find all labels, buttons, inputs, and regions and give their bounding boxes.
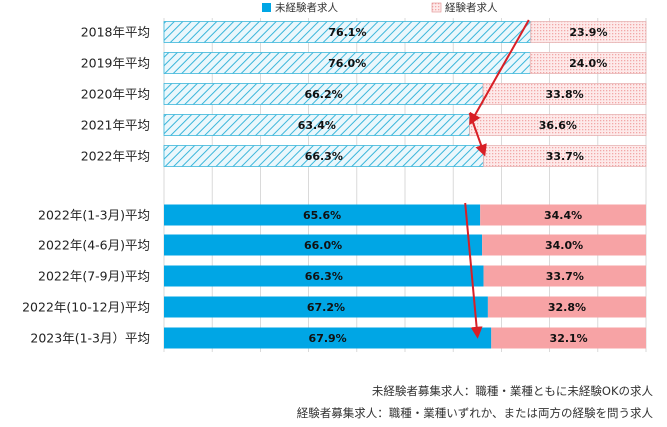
bar-unexperienced — [164, 327, 492, 349]
data-label-unexperienced: 66.2% — [304, 88, 342, 101]
bar-unexperienced — [164, 296, 488, 318]
data-label-unexperienced: 76.1% — [328, 26, 366, 39]
bar-unexperienced — [164, 234, 483, 256]
bar-unexperienced — [164, 265, 484, 287]
footnote-unexperienced: 未経験者募集求人：職種・業種ともに未経験OKの求人 — [371, 384, 653, 398]
data-label-experienced: 34.0% — [545, 239, 583, 252]
data-label-experienced: 33.7% — [546, 150, 584, 163]
bar-experienced — [529, 52, 647, 74]
category-labels: 2018年平均 2019年平均 2020年平均 2021年平均 2022年平均 2022年… — [22, 25, 150, 346]
bars — [163, 21, 647, 349]
bar-experienced — [483, 265, 646, 287]
trend-arrow — [468, 112, 487, 157]
category-label: 2022年(7-9月)平均 — [38, 269, 150, 284]
category-label: 2021年平均 — [81, 118, 150, 133]
data-label-unexperienced: 65.6% — [303, 209, 341, 222]
category-label: 2022年平均 — [81, 149, 150, 164]
legend-swatch-unexperienced — [262, 3, 271, 12]
data-label-unexperienced: 76.0% — [328, 57, 366, 70]
category-label: 2020年平均 — [81, 87, 150, 102]
trend-arrow — [469, 19, 530, 126]
data-label-experienced: 23.9% — [569, 26, 607, 39]
bar-experienced — [482, 83, 647, 105]
category-label: 2022年(10-12月)平均 — [22, 300, 150, 315]
bar-experienced — [480, 204, 646, 226]
data-label-unexperienced: 67.9% — [309, 332, 347, 345]
data-label-unexperienced: 63.4% — [298, 119, 336, 132]
trend-arrow — [464, 202, 483, 339]
category-label: 2023年(1-3月）平均 — [30, 331, 150, 346]
data-label-experienced: 32.8% — [548, 301, 586, 314]
legend-swatch-experienced — [431, 2, 442, 13]
data-label-experienced: 36.6% — [539, 119, 577, 132]
data-label-experienced: 32.1% — [550, 332, 588, 345]
bar-experienced — [491, 327, 646, 349]
bar-experienced — [487, 296, 646, 318]
legend-label-experienced: 経験者求人 — [445, 1, 498, 14]
bar-unexperienced — [164, 204, 481, 226]
data-label-experienced: 34.4% — [544, 209, 582, 222]
bar-experienced — [482, 234, 646, 256]
category-label: 2019年平均 — [81, 56, 150, 71]
category-label: 2022年(4-6月)平均 — [38, 238, 150, 253]
category-label: 2018年平均 — [81, 25, 150, 40]
data-label-unexperienced: 66.3% — [305, 270, 343, 283]
trend-arrows — [464, 19, 530, 339]
category-label: 2022年(1-3月)平均 — [38, 208, 150, 223]
data-label-experienced: 33.7% — [546, 270, 584, 283]
bar-experienced — [530, 21, 647, 43]
legend: 未経験者求人 経験者求人 — [262, 1, 498, 14]
data-label-experienced: 24.0% — [569, 57, 607, 70]
data-labels: 76.1% 23.9% 76.0% 24.0% 66.2% 33.8% 63.4% 36.6%… — [298, 26, 608, 345]
data-label-experienced: 33.8% — [545, 88, 583, 101]
legend-label-unexperienced: 未経験者求人 — [275, 1, 338, 14]
stacked-bar-chart: 未経験者求人 経験者求人 2018年平均 2019年平均 2020年平均 2021年平… — [22, 1, 647, 352]
footnote-experienced: 経験者募集求人：職種・業種いずれか、または両方の経験を問う求人 — [296, 406, 653, 420]
data-label-unexperienced: 66.0% — [304, 239, 342, 252]
data-label-unexperienced: 66.3% — [305, 150, 343, 163]
data-label-unexperienced: 67.2% — [307, 301, 345, 314]
